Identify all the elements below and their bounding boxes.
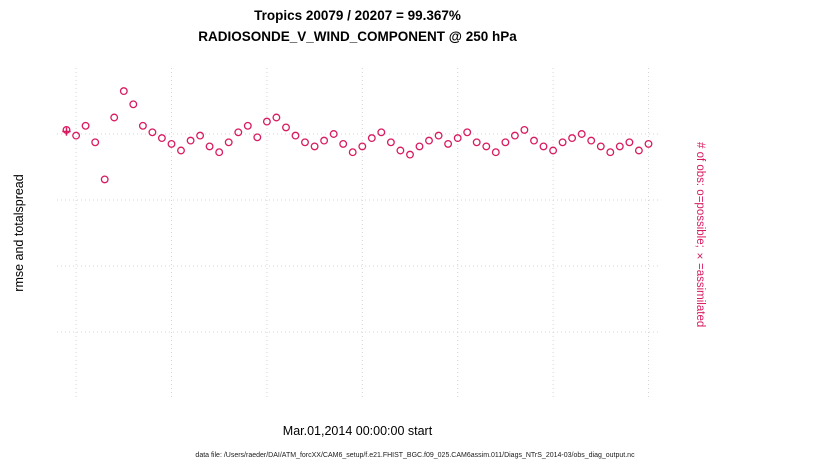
obs_possible-marker <box>482 142 491 151</box>
obs_possible-marker <box>587 136 596 145</box>
obs_possible-marker <box>339 139 348 148</box>
obs_possible-marker <box>396 146 405 155</box>
obs_possible-marker <box>625 138 634 147</box>
obs_possible-marker <box>444 139 453 148</box>
obs_possible-marker <box>100 175 109 184</box>
obs_possible-marker <box>406 150 414 159</box>
obs_possible-marker <box>282 123 290 132</box>
obs_possible-marker <box>129 100 138 109</box>
obs_possible-marker <box>568 134 577 143</box>
obs_possible-marker <box>81 121 90 130</box>
obs_possible-marker <box>119 87 128 96</box>
obs_possible-marker <box>329 130 338 138</box>
obs_possible-marker <box>367 134 376 143</box>
left-y-axis-label: rmse and totalspread <box>12 174 26 292</box>
obs_possible-marker <box>243 121 252 130</box>
obs_possible-marker <box>348 148 357 157</box>
obs_possible-marker <box>596 142 605 151</box>
chart-title-variable: RADIOSONDE_V_WIND_COMPONENT @ 250 hPa <box>198 29 517 44</box>
obs_possible-marker <box>510 131 519 140</box>
obs_possible-marker <box>634 146 643 155</box>
obs_possible-marker <box>205 142 214 151</box>
obs_possible-marker <box>549 146 558 155</box>
obs_possible-marker <box>615 142 624 151</box>
obs_possible-marker <box>558 138 567 147</box>
obs_possible-marker <box>453 134 462 143</box>
obs_possible-marker <box>501 138 510 147</box>
obs_possible-marker <box>386 138 395 147</box>
obs_possible-marker <box>530 136 538 145</box>
obs_possible-marker <box>177 146 185 155</box>
obs_possible-marker <box>358 142 367 151</box>
obs_possible-marker <box>262 117 271 126</box>
obs_possible-marker <box>320 136 329 145</box>
obs_possible-marker <box>577 130 586 138</box>
obs_possible-marker <box>138 121 147 130</box>
obs_possible-marker <box>463 128 472 137</box>
obs_possible-marker <box>539 142 548 151</box>
obs_possible-marker <box>196 131 205 140</box>
obs_possible-marker <box>377 128 386 137</box>
obs_possible-marker <box>415 142 424 151</box>
obs_possible-marker <box>472 138 481 147</box>
obs_possible-marker <box>91 138 100 147</box>
x-axis-label: Mar.01,2014 00:00:00 start <box>282 424 433 438</box>
obs_possible-marker <box>234 128 243 137</box>
plot-background <box>57 68 658 398</box>
right-y-axis-label: # of obs: o=possible; ×=assimilated <box>694 142 706 328</box>
data-file-path: data file: /Users/raeder/DAI/ATM_forcXX/… <box>195 452 635 459</box>
obs_possible-marker <box>272 113 281 122</box>
obs_possible-marker <box>520 125 529 134</box>
obs_possible-marker <box>110 113 119 122</box>
obs_possible-marker <box>434 131 443 140</box>
chart-title-stats: Tropics 20079 / 20207 = 99.367% <box>254 8 461 23</box>
obs_possible-marker <box>224 138 233 147</box>
obs_possible-marker <box>644 139 653 148</box>
obs_possible-marker <box>148 128 157 137</box>
obs_possible-marker <box>301 138 309 147</box>
obs_possible-marker <box>157 134 166 143</box>
obs_possible-marker <box>186 136 195 145</box>
obs_possible-marker <box>253 133 262 142</box>
obs_possible-marker <box>167 139 176 148</box>
obs_possible-marker <box>491 148 500 157</box>
obs_possible-marker <box>606 148 615 157</box>
obs_possible-marker <box>310 142 319 151</box>
obs_possible-marker <box>215 148 224 157</box>
obs_possible-marker <box>291 131 300 140</box>
obs_possible-marker <box>425 136 433 145</box>
obs_possible-marker <box>72 131 81 140</box>
